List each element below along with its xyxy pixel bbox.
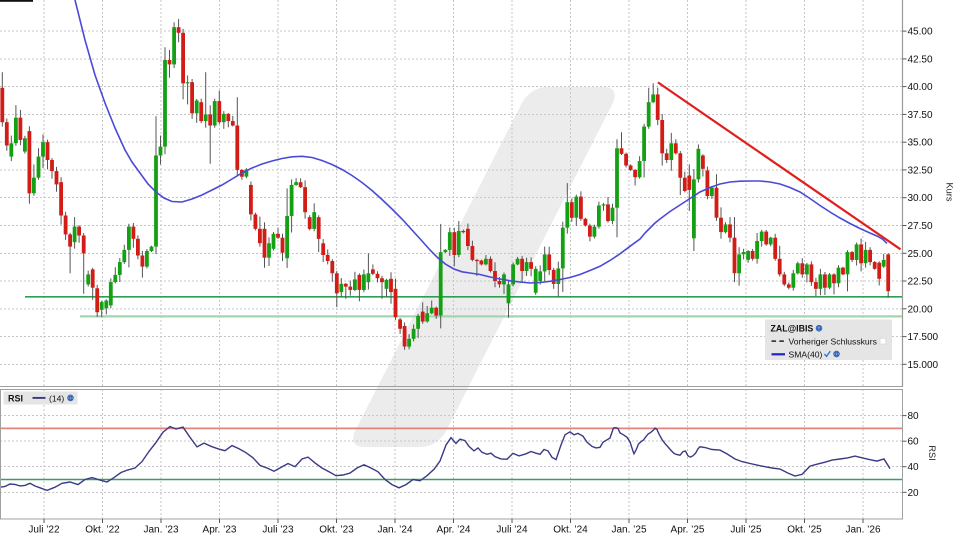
- svg-text:SMA(40): SMA(40): [789, 349, 823, 359]
- svg-text:25.00: 25.00: [908, 249, 933, 260]
- svg-text:RSI: RSI: [8, 393, 23, 403]
- svg-text:37.50: 37.50: [908, 110, 933, 121]
- svg-text:20: 20: [908, 488, 920, 499]
- svg-text:Okt. ’22: Okt. ’22: [85, 524, 120, 535]
- svg-text:Jan. ’25: Jan. ’25: [611, 524, 646, 535]
- svg-text:27.50: 27.50: [908, 221, 933, 232]
- svg-text:15.000: 15.000: [908, 360, 939, 371]
- svg-text:Vorheriger Schlusskurs: Vorheriger Schlusskurs: [789, 336, 877, 346]
- svg-text:Jan. ’26: Jan. ’26: [845, 524, 880, 535]
- svg-text:Juli ’24: Juli ’24: [496, 524, 528, 535]
- svg-text:RSI: RSI: [927, 445, 937, 460]
- svg-text:Apr. ’25: Apr. ’25: [671, 524, 705, 535]
- svg-text:Jan. ’24: Jan. ’24: [377, 524, 412, 535]
- svg-text:30.00: 30.00: [908, 193, 933, 204]
- svg-text:Okt. ’24: Okt. ’24: [553, 524, 588, 535]
- svg-text:Juli ’23: Juli ’23: [262, 524, 294, 535]
- svg-text:Okt. ’23: Okt. ’23: [319, 524, 354, 535]
- svg-text:17.500: 17.500: [908, 332, 939, 343]
- svg-text:40.00: 40.00: [908, 82, 933, 93]
- svg-text:32.50: 32.50: [908, 165, 933, 176]
- svg-text:Apr. ’24: Apr. ’24: [437, 524, 471, 535]
- svg-text:Juli ’25: Juli ’25: [730, 524, 762, 535]
- svg-text:42.50: 42.50: [908, 54, 933, 65]
- svg-text:(14): (14): [49, 393, 64, 403]
- svg-text:22.50: 22.50: [908, 277, 933, 288]
- svg-text:35.00: 35.00: [908, 138, 933, 149]
- svg-text:Apr. ’23: Apr. ’23: [203, 524, 237, 535]
- svg-text:Juli ’22: Juli ’22: [28, 524, 60, 535]
- svg-text:45.00: 45.00: [908, 27, 933, 38]
- svg-text:80: 80: [908, 411, 920, 422]
- svg-text:Kurs: Kurs: [944, 183, 954, 202]
- svg-text:Okt. ’25: Okt. ’25: [787, 524, 822, 535]
- svg-text:40: 40: [908, 462, 920, 473]
- svg-text:60: 60: [908, 437, 920, 448]
- svg-text:Jan. ’23: Jan. ’23: [143, 524, 178, 535]
- svg-text:ZAL@IBIS: ZAL@IBIS: [771, 324, 814, 334]
- svg-text:20.00: 20.00: [908, 304, 933, 315]
